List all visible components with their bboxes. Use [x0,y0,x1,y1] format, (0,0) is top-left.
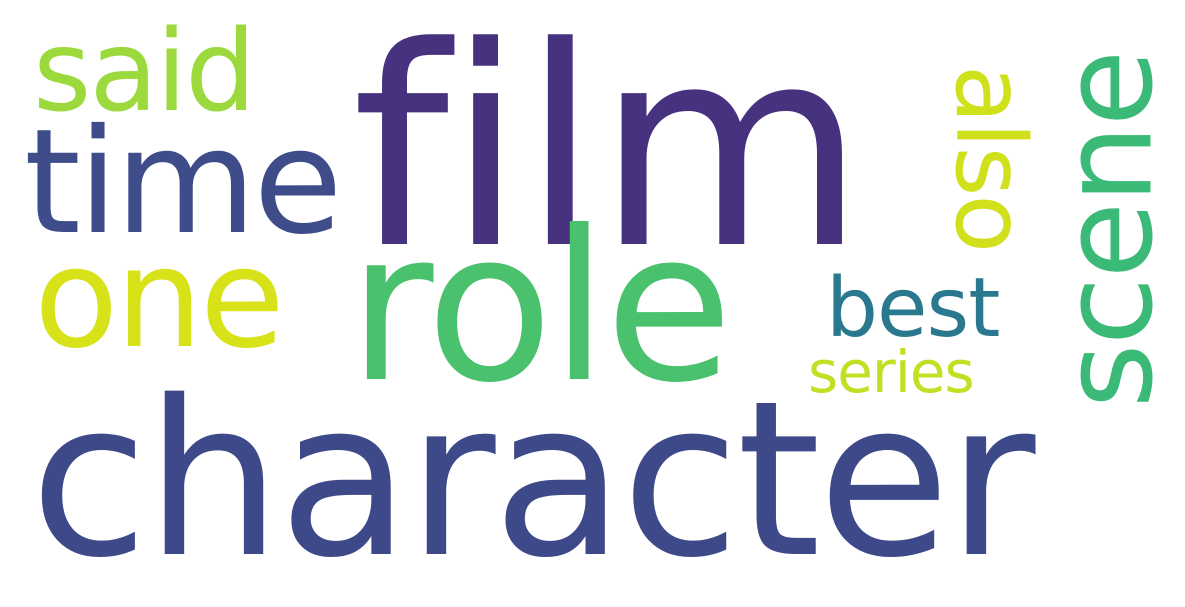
word-one: one [34,218,285,379]
word-film: film [352,0,865,310]
word-series: series [808,338,975,406]
word-best: best [826,261,1000,356]
word-said: said [33,7,256,137]
word-scene: scene [1035,51,1181,409]
word-time: time [24,98,343,267]
word-also: also [934,64,1046,252]
word-character: character [30,354,1036,605]
word-role: role [348,187,733,429]
